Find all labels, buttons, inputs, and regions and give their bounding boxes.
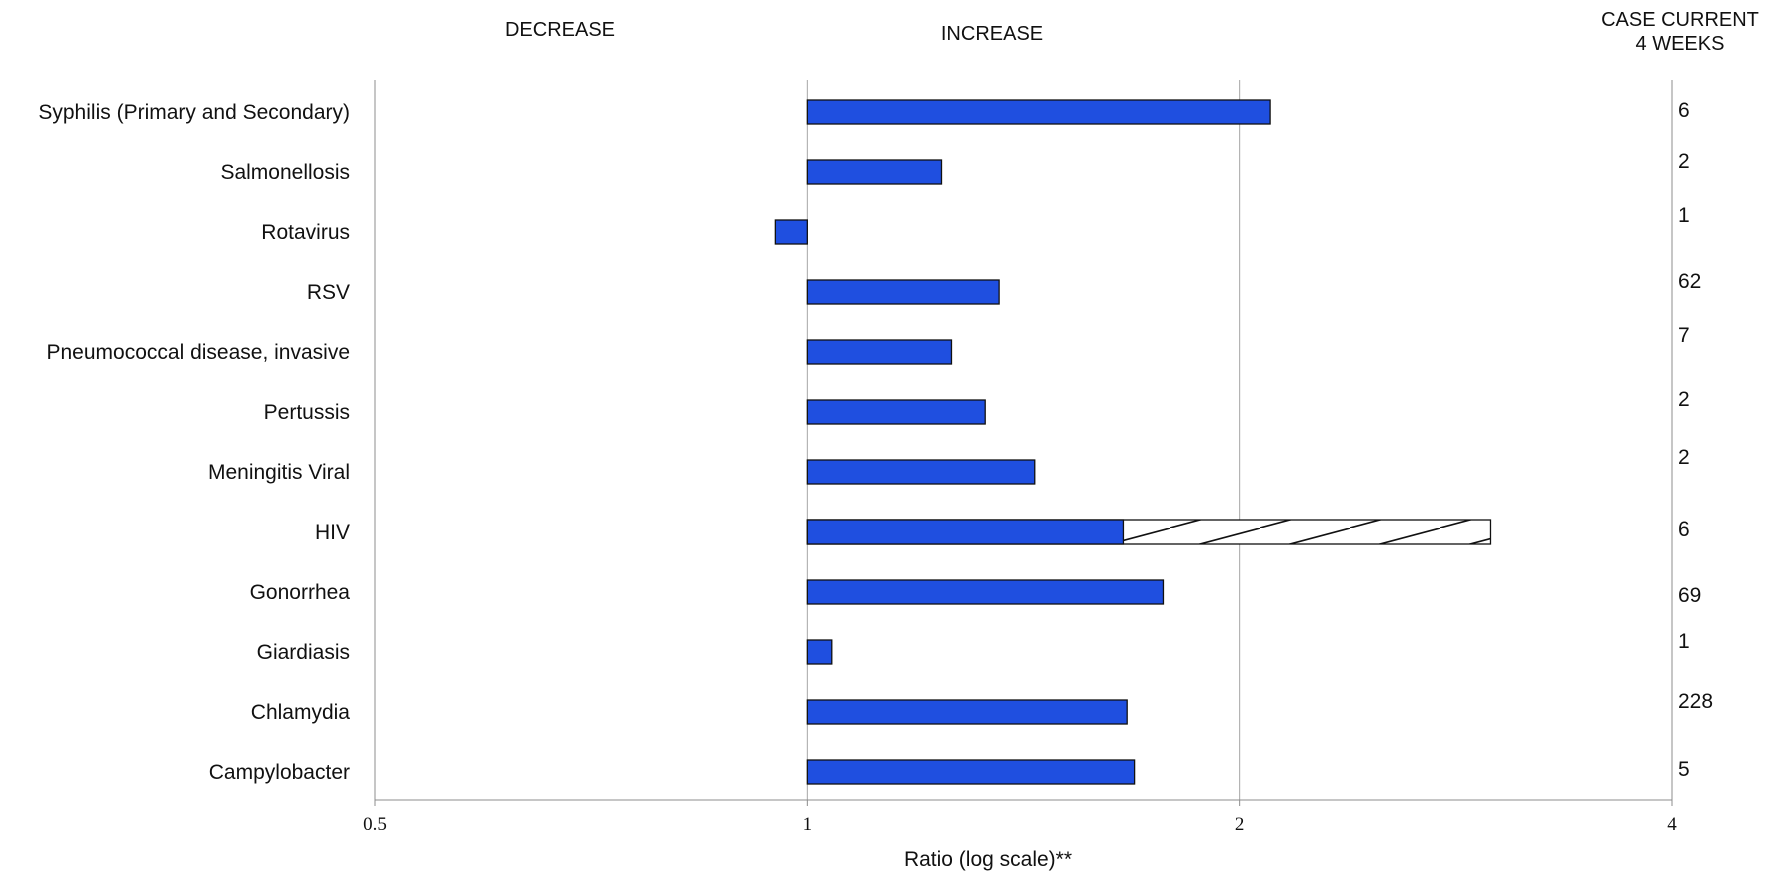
- increase-header: INCREASE: [940, 23, 1044, 45]
- case-count-label: 228: [1678, 690, 1713, 713]
- bar-hiv: [806, 519, 1125, 545]
- case-count-label: 1: [1678, 630, 1690, 653]
- category-label: Pertussis: [264, 401, 350, 424]
- bar-pneumococcal-disease-invasive: [806, 339, 953, 365]
- case-count-label: 2: [1678, 150, 1690, 173]
- count-column-header: CASE CURRENT 4 WEEKS: [1590, 8, 1770, 56]
- bar-chlamydia: [806, 699, 1128, 725]
- bars: [774, 99, 1492, 785]
- gridlines: [374, 80, 1673, 800]
- count-header-line1: CASE CURRENT: [1601, 9, 1759, 31]
- category-labels: Syphilis (Primary and Secondary) Salmonel…: [38, 101, 350, 784]
- case-count-label: 5: [1678, 758, 1690, 781]
- case-count-label: 2: [1678, 388, 1690, 411]
- category-label: Giardiasis: [257, 641, 350, 664]
- bar-syphilis-primary-and-secondary: [806, 99, 1271, 125]
- case-count-label: 69: [1678, 584, 1701, 607]
- x-tick-label: 2: [1235, 814, 1245, 835]
- bar-salmonellosis: [806, 159, 943, 185]
- bar-giardiasis: [806, 639, 833, 665]
- category-label: Gonorrhea: [250, 581, 351, 604]
- category-label: Syphilis (Primary and Secondary): [38, 101, 350, 124]
- count-header-line2: 4 WEEKS: [1635, 33, 1725, 55]
- category-label: HIV: [315, 521, 350, 544]
- category-label: Pneumococcal disease, invasive: [47, 341, 351, 364]
- bar-pertussis: [806, 399, 986, 425]
- bar-meningitis-viral: [806, 459, 1036, 485]
- x-tick-label: 0.5: [363, 814, 387, 835]
- bar-gonorrhea: [806, 579, 1165, 605]
- case-count-label: 6: [1678, 518, 1690, 541]
- category-label: Campylobacter: [209, 761, 350, 784]
- x-tick-label: 1: [803, 814, 813, 835]
- bar-campylobacter: [806, 759, 1136, 785]
- x-axis-title: Ratio (log scale)**: [904, 848, 1072, 871]
- category-label: Rotavirus: [261, 221, 350, 244]
- bar-rotavirus: [774, 219, 808, 245]
- x-axis: 0.5 1 2 4: [363, 799, 1677, 835]
- category-label: Chlamydia: [251, 701, 351, 724]
- case-count-label: 62: [1678, 270, 1701, 293]
- decrease-header: DECREASE: [504, 19, 616, 41]
- x-tick-label: 4: [1667, 814, 1677, 835]
- category-label: Salmonellosis: [220, 161, 350, 184]
- category-label: RSV: [307, 281, 350, 304]
- category-label: Meningitis Viral: [208, 461, 350, 484]
- case-count-label: 1: [1678, 204, 1690, 227]
- case-count-label: 7: [1678, 324, 1690, 347]
- case-count-label: 6: [1678, 99, 1690, 122]
- case-count-label: 2: [1678, 446, 1690, 469]
- bar-rsv: [806, 279, 1000, 305]
